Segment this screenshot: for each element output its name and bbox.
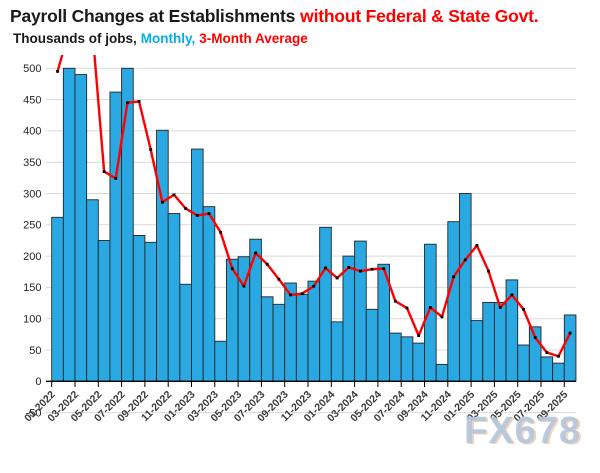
svg-text:250: 250 [23,220,41,232]
chart-title-highlight: without Federal & State Govt. [300,6,539,26]
svg-text:300: 300 [23,188,41,200]
svg-text:200: 200 [23,251,41,263]
subtitle-average-label: 3-Month Average [199,31,308,46]
svg-text:0: 0 [35,376,41,388]
svg-text:50: 50 [29,345,41,357]
chart-title: Payroll Changes at Establishments without… [10,6,596,27]
svg-text:100: 100 [23,314,41,326]
chart-title-main: Payroll Changes at Establishments [10,6,296,26]
svg-text:500: 500 [23,63,41,75]
subtitle-monthly-label: Monthly, [140,31,196,46]
subtitle-units-label: Thousands of jobs, [13,31,137,46]
chart-subtitle: Thousands of jobs, Monthly, 3-Month Averag… [13,31,593,46]
svg-text:150: 150 [23,282,41,294]
svg-text:400: 400 [23,126,41,138]
svg-text:350: 350 [23,157,41,169]
svg-text:-50: -50 [26,407,42,419]
svg-text:450: 450 [23,94,41,106]
